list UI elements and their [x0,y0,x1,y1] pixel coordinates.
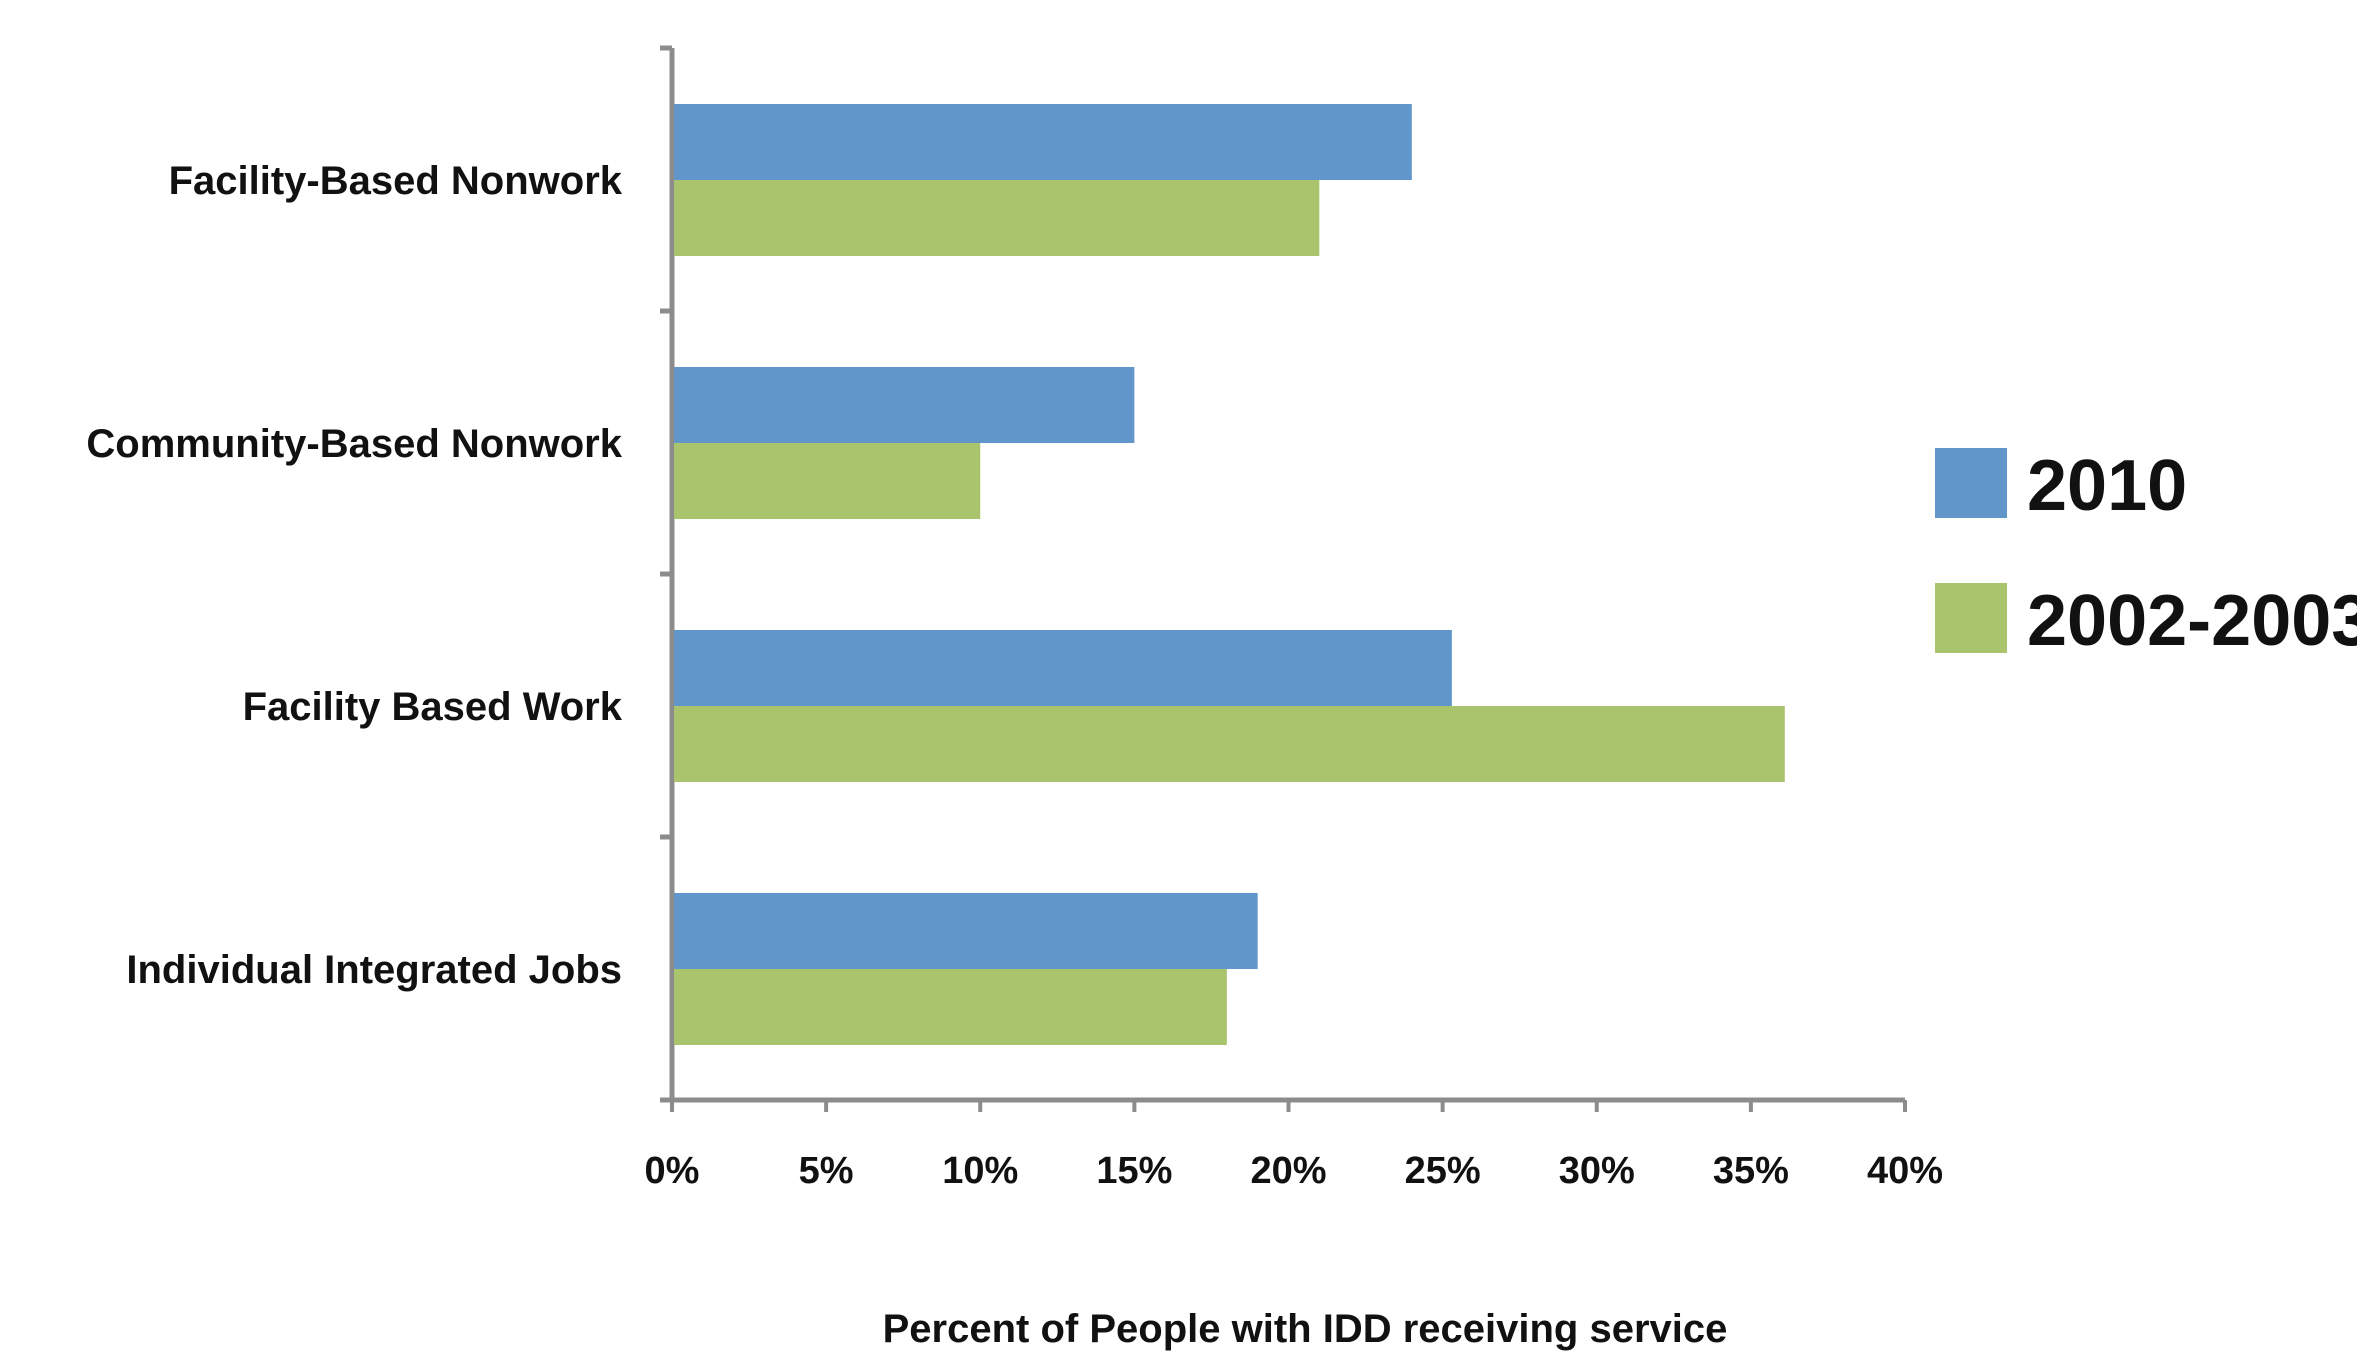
legend-swatch-2010 [1935,448,2007,518]
bar-2002-2003-individual-integrated-jobs [674,969,1227,1045]
category-label: Community-Based Nonwork [86,422,622,466]
category-label: Facility Based Work [243,685,623,729]
legend-swatch-2002-2003 [1935,583,2007,653]
x-tick-label: 40% [1867,1150,1943,1192]
bar-2010-facility-based-nonwork [674,104,1412,180]
x-tick-label: 20% [1250,1150,1326,1192]
chart-bars [674,104,1785,1045]
category-label: Individual Integrated Jobs [126,948,622,992]
legend-label-2010: 2010 [2027,446,2187,526]
category-label: Facility-Based Nonwork [169,159,623,203]
bar-2010-individual-integrated-jobs [674,893,1258,969]
x-tick-labels: 0% 5% 10% 15% 20% 25% 30% 35% 40% [645,1150,1943,1192]
chart-axes [660,45,1907,1112]
legend: 2010 2002-2003 [1935,446,2357,661]
bar-2010-facility-based-work [674,630,1452,706]
bar-2002-2003-community-based-nonwork [674,443,981,519]
x-tick-label: 15% [1096,1150,1172,1192]
x-tick-label: 30% [1559,1150,1635,1192]
bar-2002-2003-facility-based-work [674,706,1785,782]
x-tick-label: 5% [799,1150,854,1192]
legend-label-2002-2003: 2002-2003 [2027,581,2357,661]
category-labels: Facility-Based Nonwork Community-Based No… [86,159,622,992]
x-tick-label: 35% [1713,1150,1789,1192]
bar-2010-community-based-nonwork [674,367,1135,443]
x-tick-label: 10% [942,1150,1018,1192]
x-tick-label: 25% [1405,1150,1481,1192]
x-tick-label: 0% [645,1150,700,1192]
bar-2002-2003-facility-based-nonwork [674,180,1320,256]
x-axis-title: Percent of People with IDD receiving ser… [883,1307,1728,1351]
